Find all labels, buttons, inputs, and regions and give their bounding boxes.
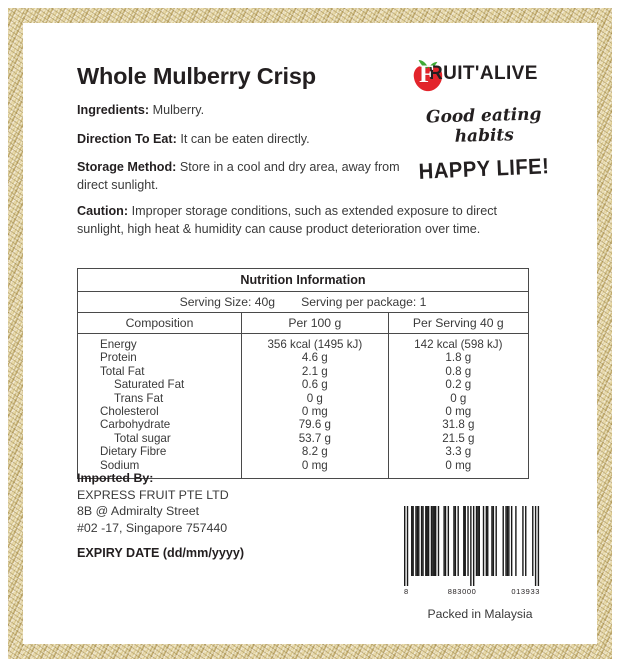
- column-header-composition: Composition: [78, 312, 242, 334]
- importer-block: Imported By: EXPRESS FRUIT PTE LTD 8B @ …: [77, 470, 229, 536]
- nutrient-name: Protein: [100, 351, 137, 365]
- nutrient-per-serving: 31.8 g: [442, 418, 475, 432]
- nutrient-per-100g: 0 g: [306, 391, 323, 405]
- nutrient-per-100g: 53.7 g: [298, 431, 331, 445]
- brand-tagline-secondary: HAPPY LIFE!: [418, 153, 550, 184]
- nutrient-per-100g: 8.2 g: [301, 445, 328, 459]
- caution-line: Caution: Improper storage conditions, su…: [77, 203, 507, 238]
- storage-line: Storage Method: Store in a cool and dry …: [77, 159, 417, 194]
- column-header-per-serving: Per Serving 40 g: [387, 312, 528, 334]
- importer-heading: Imported By:: [77, 471, 154, 485]
- nutrition-information-table: Nutrition Information Serving Size: 40g S…: [77, 268, 529, 479]
- nutrient-name: Carbohydrate: [100, 418, 171, 432]
- barcode-image: [404, 506, 540, 586]
- serving-per-package: Serving per package: 1: [301, 295, 427, 309]
- nutrient-per-serving: 0 g: [450, 391, 467, 405]
- composition-column: Energy Protein Total Fat Saturated Fat Trans…: [78, 334, 241, 478]
- nutrient-per-100g: 0 mg: [301, 458, 328, 472]
- barcode-digits: 8 883000 013933: [404, 587, 556, 596]
- caution-value: Improper storage conditions, such as ext…: [77, 204, 498, 236]
- nutrient-per-serving: 0 mg: [445, 458, 472, 472]
- nutrient-per-serving: 0.2 g: [445, 378, 472, 392]
- nutrient-name: Dietary Fibre: [100, 445, 167, 459]
- nutrient-name: Saturated Fat: [114, 378, 185, 392]
- nutrient-per-100g: 0 mg: [301, 404, 328, 418]
- packed-in-label: Packed in Malaysia: [427, 607, 533, 621]
- page-title: Whole Mulberry Crisp: [77, 63, 316, 89]
- nutrition-body-row: Energy Protein Total Fat Saturated Fat Trans…: [78, 333, 528, 478]
- caution-label: Caution:: [77, 204, 129, 218]
- ingredients-value: Mulberry.: [149, 103, 205, 117]
- nutrient-per-100g: 79.6 g: [298, 418, 331, 432]
- nutrient-per-serving: 3.3 g: [445, 445, 472, 459]
- nutrient-per-100g: 2.1 g: [301, 364, 328, 378]
- nutrient-name: Trans Fat: [114, 391, 164, 405]
- barcode-digit-left: 8: [404, 587, 409, 596]
- nutrition-column-headers: Composition Per 100 g Per Serving 40 g: [78, 312, 528, 334]
- nutrient-per-100g: 0.6 g: [301, 378, 328, 392]
- nutrient-name: Energy: [100, 338, 137, 351]
- nutrient-per-100g: 4.6 g: [301, 351, 328, 365]
- nutrient-name: Sodium: [100, 458, 140, 472]
- expiry-date-label: EXPIRY DATE (dd/mm/yyyy): [77, 546, 245, 560]
- brand-name: RUIT'ALIVE: [429, 63, 538, 84]
- serving-size: Serving Size: 40g: [179, 295, 276, 309]
- importer-street: 8B @ Admiralty Street: [77, 504, 200, 518]
- nutrient-per-100g: 356 kcal (1495 kJ): [267, 338, 363, 351]
- brand-wordmark-row: F RUIT'ALIVE: [407, 59, 561, 93]
- nutrition-title-row: Nutrition Information: [78, 269, 528, 292]
- ingredients-line: Ingredients: Mulberry.: [77, 102, 417, 120]
- nutrient-per-serving: 1.8 g: [445, 351, 472, 365]
- column-header-per-100g: Per 100 g: [241, 312, 389, 334]
- direction-label: Direction To Eat:: [77, 131, 177, 146]
- nutrient-name: Total sugar: [114, 431, 171, 445]
- importer-unit: #02 -17, Singapore 757440: [77, 520, 228, 535]
- apple-icon: [413, 59, 443, 92]
- brand-initial: F: [419, 61, 435, 88]
- storage-value: Store in a cool and dry area, away from …: [77, 160, 400, 192]
- nutrient-name: Cholesterol: [100, 404, 159, 418]
- brand-tagline-primary: Good eating habits: [425, 104, 542, 147]
- label-header: Whole Mulberry Crisp Ingredients: Mulber…: [23, 23, 597, 236]
- product-info-block: Ingredients: Mulberry. Direction To Eat:…: [77, 102, 417, 205]
- barcode-digit-mid: 883000: [447, 587, 477, 596]
- label-content: Whole Mulberry Crisp Ingredients: Mulber…: [23, 23, 597, 644]
- brand-logo: F RUIT'ALIVE Good eating habits HAPPY LI…: [407, 59, 561, 184]
- storage-label: Storage Method:: [77, 160, 177, 174]
- nutrient-per-serving: 142 kcal (598 kJ): [414, 338, 503, 351]
- ingredients-label: Ingredients:: [77, 103, 150, 117]
- barcode-digit-right: 013933: [511, 587, 540, 596]
- nutrient-per-serving: 21.5 g: [442, 431, 475, 445]
- nutrition-title: Nutrition Information: [78, 269, 528, 292]
- nutrient-per-serving: 0 mg: [445, 404, 472, 418]
- importer-company: EXPRESS FRUIT PTE LTD: [77, 487, 229, 502]
- barcode-block: 8 883000 013933 Packed in Malaysia: [395, 506, 565, 621]
- direction-value: It can be eaten directly.: [176, 131, 310, 146]
- nutrient-per-serving: 0.8 g: [445, 364, 472, 378]
- direction-line: Direction To Eat: It can be eaten direct…: [77, 131, 417, 149]
- nutrient-name: Total Fat: [100, 364, 145, 378]
- serving-row: Serving Size: 40g Serving per package: 1: [78, 291, 528, 313]
